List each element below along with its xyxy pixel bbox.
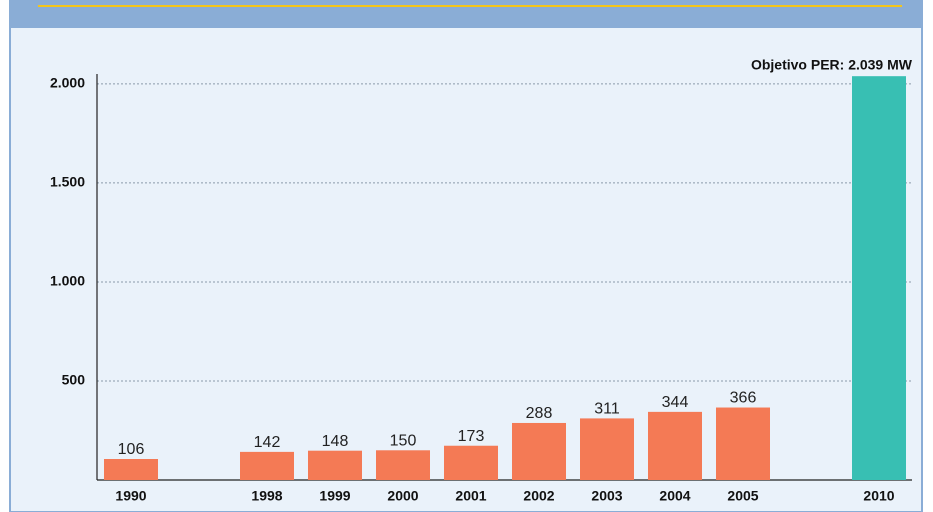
bar [580,418,634,480]
bar [444,445,498,480]
bar [648,411,702,480]
x-tick-label: 2003 [591,488,622,504]
bar [104,459,158,480]
y-tick-label: 500 [62,372,86,388]
x-tick-label: 2004 [659,488,690,504]
y-tick-label: 1.000 [50,273,85,289]
data-label: 288 [526,405,553,422]
y-tick-label: 1.500 [50,174,85,190]
bar [308,450,362,480]
annotation: Objetivo PER: 2.039 MW [751,57,913,73]
x-tick-label: 2002 [523,488,554,504]
data-label: 150 [390,433,417,450]
data-label: 142 [254,434,281,451]
data-label: 173 [458,428,485,445]
x-tick-label: 1999 [319,488,350,504]
x-tick-label: 1990 [115,488,146,504]
bar [512,422,566,480]
data-label: 311 [594,401,620,418]
bar [852,76,906,481]
data-label: 344 [662,394,689,411]
x-tick-label: 2010 [863,488,894,504]
x-tick-label: 1998 [251,488,282,504]
x-tick-label: 2000 [387,488,418,504]
header-band [10,0,922,28]
y-tick-label: 2.000 [50,75,85,91]
data-label: 366 [730,390,757,407]
bar [240,451,294,480]
x-tick-label: 2001 [455,488,486,504]
bar [376,450,430,480]
data-label: 148 [322,433,349,450]
bar [716,407,770,480]
data-label: 106 [118,441,145,458]
x-tick-label: 2005 [727,488,758,504]
